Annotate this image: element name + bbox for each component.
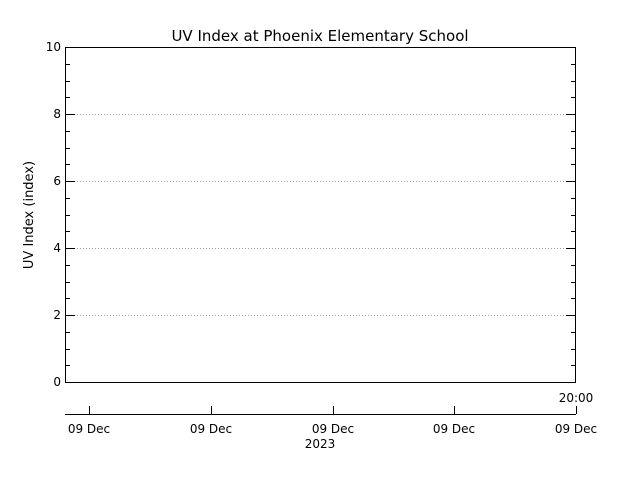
- time-axis-tick-labels: 09 Dec 09 Dec 09 Dec 09 Dec 09 Dec: [68, 422, 597, 436]
- y-axis-label: UV Index (index): [22, 161, 37, 269]
- y-axis-ticks: [65, 47, 576, 383]
- plot-area: [65, 47, 576, 383]
- y-tick-label: 8: [53, 107, 61, 121]
- time-tick-label: 09 Dec: [312, 422, 354, 436]
- time-tick-label: 09 Dec: [555, 422, 597, 436]
- y-tick-label: 4: [53, 241, 61, 255]
- time-tick-label: 09 Dec: [190, 422, 232, 436]
- time-axis-year-label: 2023: [305, 437, 336, 451]
- time-axis-end-label: 20:00: [559, 391, 594, 405]
- y-axis-tick-labels: 0 2 4 6 8 10: [46, 40, 61, 389]
- y-tick-label: 6: [53, 174, 61, 188]
- y-tick-label: 10: [46, 40, 61, 54]
- time-tick-label: 09 Dec: [68, 422, 110, 436]
- time-axis-ticks: [89, 406, 577, 414]
- grid-lines: [65, 114, 576, 316]
- time-tick-label: 09 Dec: [433, 422, 475, 436]
- y-tick-label: 2: [53, 308, 61, 322]
- y-tick-label: 0: [53, 375, 61, 389]
- chart-title: UV Index at Phoenix Elementary School: [171, 27, 468, 45]
